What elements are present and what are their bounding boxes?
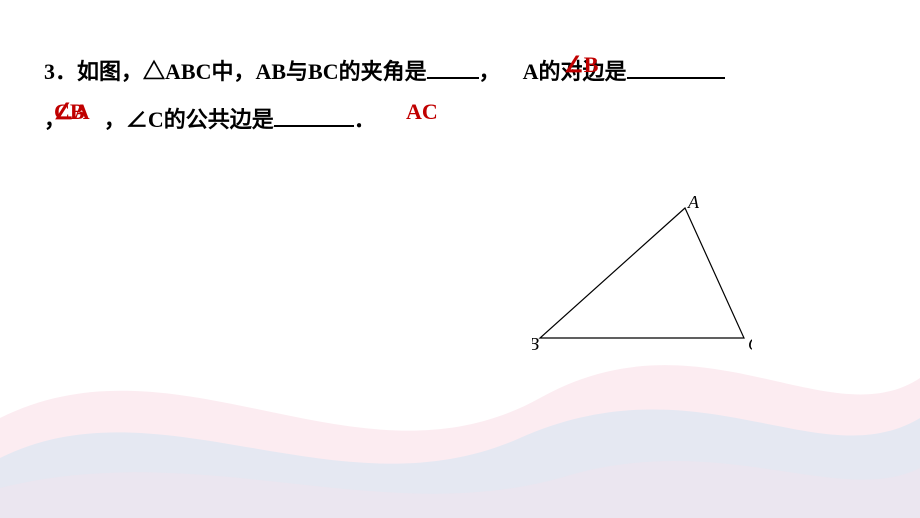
problem-seg1: 如图，△ABC中，AB与BC的夹角是 (77, 59, 427, 84)
problem-line-2: ，∠A，∠C的公共边是． (44, 96, 880, 144)
vertex-label-a: A (687, 196, 700, 212)
blank-1 (427, 57, 479, 79)
blank-3 (274, 105, 354, 127)
blank-2 (627, 57, 725, 79)
wave-path-3 (0, 461, 920, 518)
problem-seg2: ， (479, 59, 501, 84)
answer-1: ∠B (564, 52, 598, 78)
triangle-svg: A B C (532, 196, 752, 354)
vertex-label-b: B (532, 334, 539, 354)
problem-seg6: ． (354, 107, 376, 132)
wave-path-1 (0, 365, 920, 518)
answer-3: AC (406, 99, 438, 125)
problem-line-1: 3．如图，△ABC中，AB与BC的夹角是，∠A的对边是 (44, 48, 880, 96)
slide: 3．如图，△ABC中，AB与BC的夹角是，∠A的对边是 ，∠A，∠C的公共边是．… (0, 0, 920, 518)
triangle-figure: A B C (532, 196, 752, 354)
wave-path-2 (0, 409, 920, 518)
triangle-shape (540, 208, 744, 338)
decorative-wave (0, 288, 920, 518)
answer-2: ∠ACB (54, 99, 85, 125)
problem-seg5: ，∠C的公共边是 (104, 107, 274, 132)
vertex-label-c: C (748, 334, 752, 354)
problem-number: 3． (44, 59, 77, 84)
problem-text: 3．如图，△ABC中，AB与BC的夹角是，∠A的对边是 ，∠A，∠C的公共边是． (44, 48, 880, 145)
